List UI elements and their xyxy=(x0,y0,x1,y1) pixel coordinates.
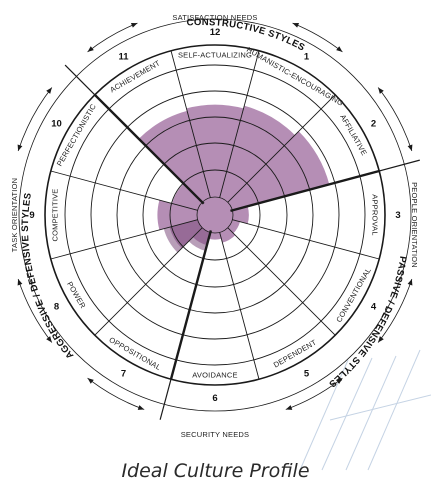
profile-dark-wedge xyxy=(163,219,203,253)
people-arrow-lower-head xyxy=(378,336,384,343)
diagram-caption: Ideal Culture Profile xyxy=(121,460,310,482)
segment-number-10: 10 xyxy=(51,119,62,130)
cluster-divider xyxy=(169,230,213,380)
grid-spoke xyxy=(50,219,198,260)
segment-number-9: 9 xyxy=(29,210,34,221)
grid-spoke xyxy=(232,219,380,260)
task-arrow-lower-head xyxy=(17,278,23,286)
deco-line xyxy=(299,359,349,471)
task-arrow-upper-head xyxy=(46,87,52,94)
grid-spoke xyxy=(227,94,336,203)
cluster-divider-extension xyxy=(379,159,420,172)
segment-label-6: AVOIDANCE xyxy=(192,371,237,380)
segment-number-8: 8 xyxy=(54,302,59,313)
cluster-divider-extension xyxy=(159,379,172,420)
security-arrow-right-head xyxy=(336,378,343,384)
center-circle xyxy=(196,196,234,234)
task-arrow-upper xyxy=(17,87,53,152)
security-arrow-left-head xyxy=(137,405,145,410)
segment-label-4: CONVENTIONAL xyxy=(334,266,373,324)
segment-label-9: COMPETITIVE xyxy=(51,188,60,241)
segment-number-5: 5 xyxy=(304,369,310,380)
people-arrow-upper-head xyxy=(378,87,384,94)
segment-number-6: 6 xyxy=(212,393,217,404)
satisfaction-arrow-left-head xyxy=(87,46,94,52)
segment-number-3: 3 xyxy=(395,210,400,221)
deco-line xyxy=(367,349,421,471)
satisfaction-needs-label: SATISFACTION NEEDS xyxy=(172,13,257,22)
grid-ring xyxy=(90,90,340,340)
segment-number-11: 11 xyxy=(118,52,129,63)
profile-shape xyxy=(138,104,330,253)
cluster-divider-extension xyxy=(64,64,96,96)
deco-line xyxy=(345,355,397,471)
security-needs-label: SECURITY NEEDS xyxy=(181,430,250,439)
grid-ring xyxy=(116,116,314,314)
grid-ring xyxy=(169,169,261,261)
decorative-lines xyxy=(299,349,431,471)
grid-spoke xyxy=(219,50,260,198)
circumplex-grid xyxy=(18,18,420,420)
profile-area xyxy=(138,104,330,249)
needs-labels: SATISFACTION NEEDS SECURITY NEEDS TASK O… xyxy=(10,13,419,439)
security-arrow-right-head xyxy=(285,405,293,410)
grid-spoke xyxy=(94,227,203,336)
aggressive-defensive-styles-label: AGGRESSIVE / DEFENSIVE STYLES xyxy=(20,192,76,361)
cluster-divider xyxy=(93,93,205,205)
grid-spoke xyxy=(227,227,336,336)
segment-number-2: 2 xyxy=(371,119,376,130)
security-arrow-left-head xyxy=(87,378,94,384)
satisfaction-arrow-right-head xyxy=(292,23,300,28)
grid-spoke xyxy=(50,170,198,211)
segment-number-1: 1 xyxy=(304,52,310,63)
segment-number-4: 4 xyxy=(371,302,377,313)
needs-arrows xyxy=(17,22,413,410)
grid-ring xyxy=(44,44,386,386)
segment-label-12: SELF-ACTUALIZING xyxy=(178,51,252,60)
grid-spoke xyxy=(170,50,211,198)
segment-label-1: HUMANISTIC-ENCOURAGING xyxy=(245,45,345,108)
segment-number-7: 7 xyxy=(121,369,126,380)
satisfaction-arrow-left-head xyxy=(130,23,138,28)
segment-label-3: APPROVAL xyxy=(371,194,380,235)
cluster-divider xyxy=(230,169,380,213)
satisfaction-arrow-right-head xyxy=(336,46,343,52)
people-arrow-lower-head xyxy=(407,278,413,286)
profile-dark-wedge xyxy=(188,227,211,251)
deco-line xyxy=(329,394,431,421)
people-orientation-label: PEOPLE ORIENTATION xyxy=(410,182,419,268)
segment-number-12: 12 xyxy=(210,27,221,38)
grid-ring xyxy=(142,142,288,288)
grid-ring xyxy=(64,64,366,366)
outer-ring xyxy=(18,18,412,412)
people-arrow-upper xyxy=(377,87,413,152)
task-arrow-lower-head xyxy=(46,336,52,343)
task-orientation-label: TASK ORIENTATION xyxy=(10,178,19,252)
people-arrow-upper-head xyxy=(407,144,413,152)
deco-line xyxy=(321,357,373,471)
task-arrow-upper-head xyxy=(17,144,23,152)
grid-spoke xyxy=(219,232,260,380)
segment-label-8: POWER xyxy=(65,280,88,310)
